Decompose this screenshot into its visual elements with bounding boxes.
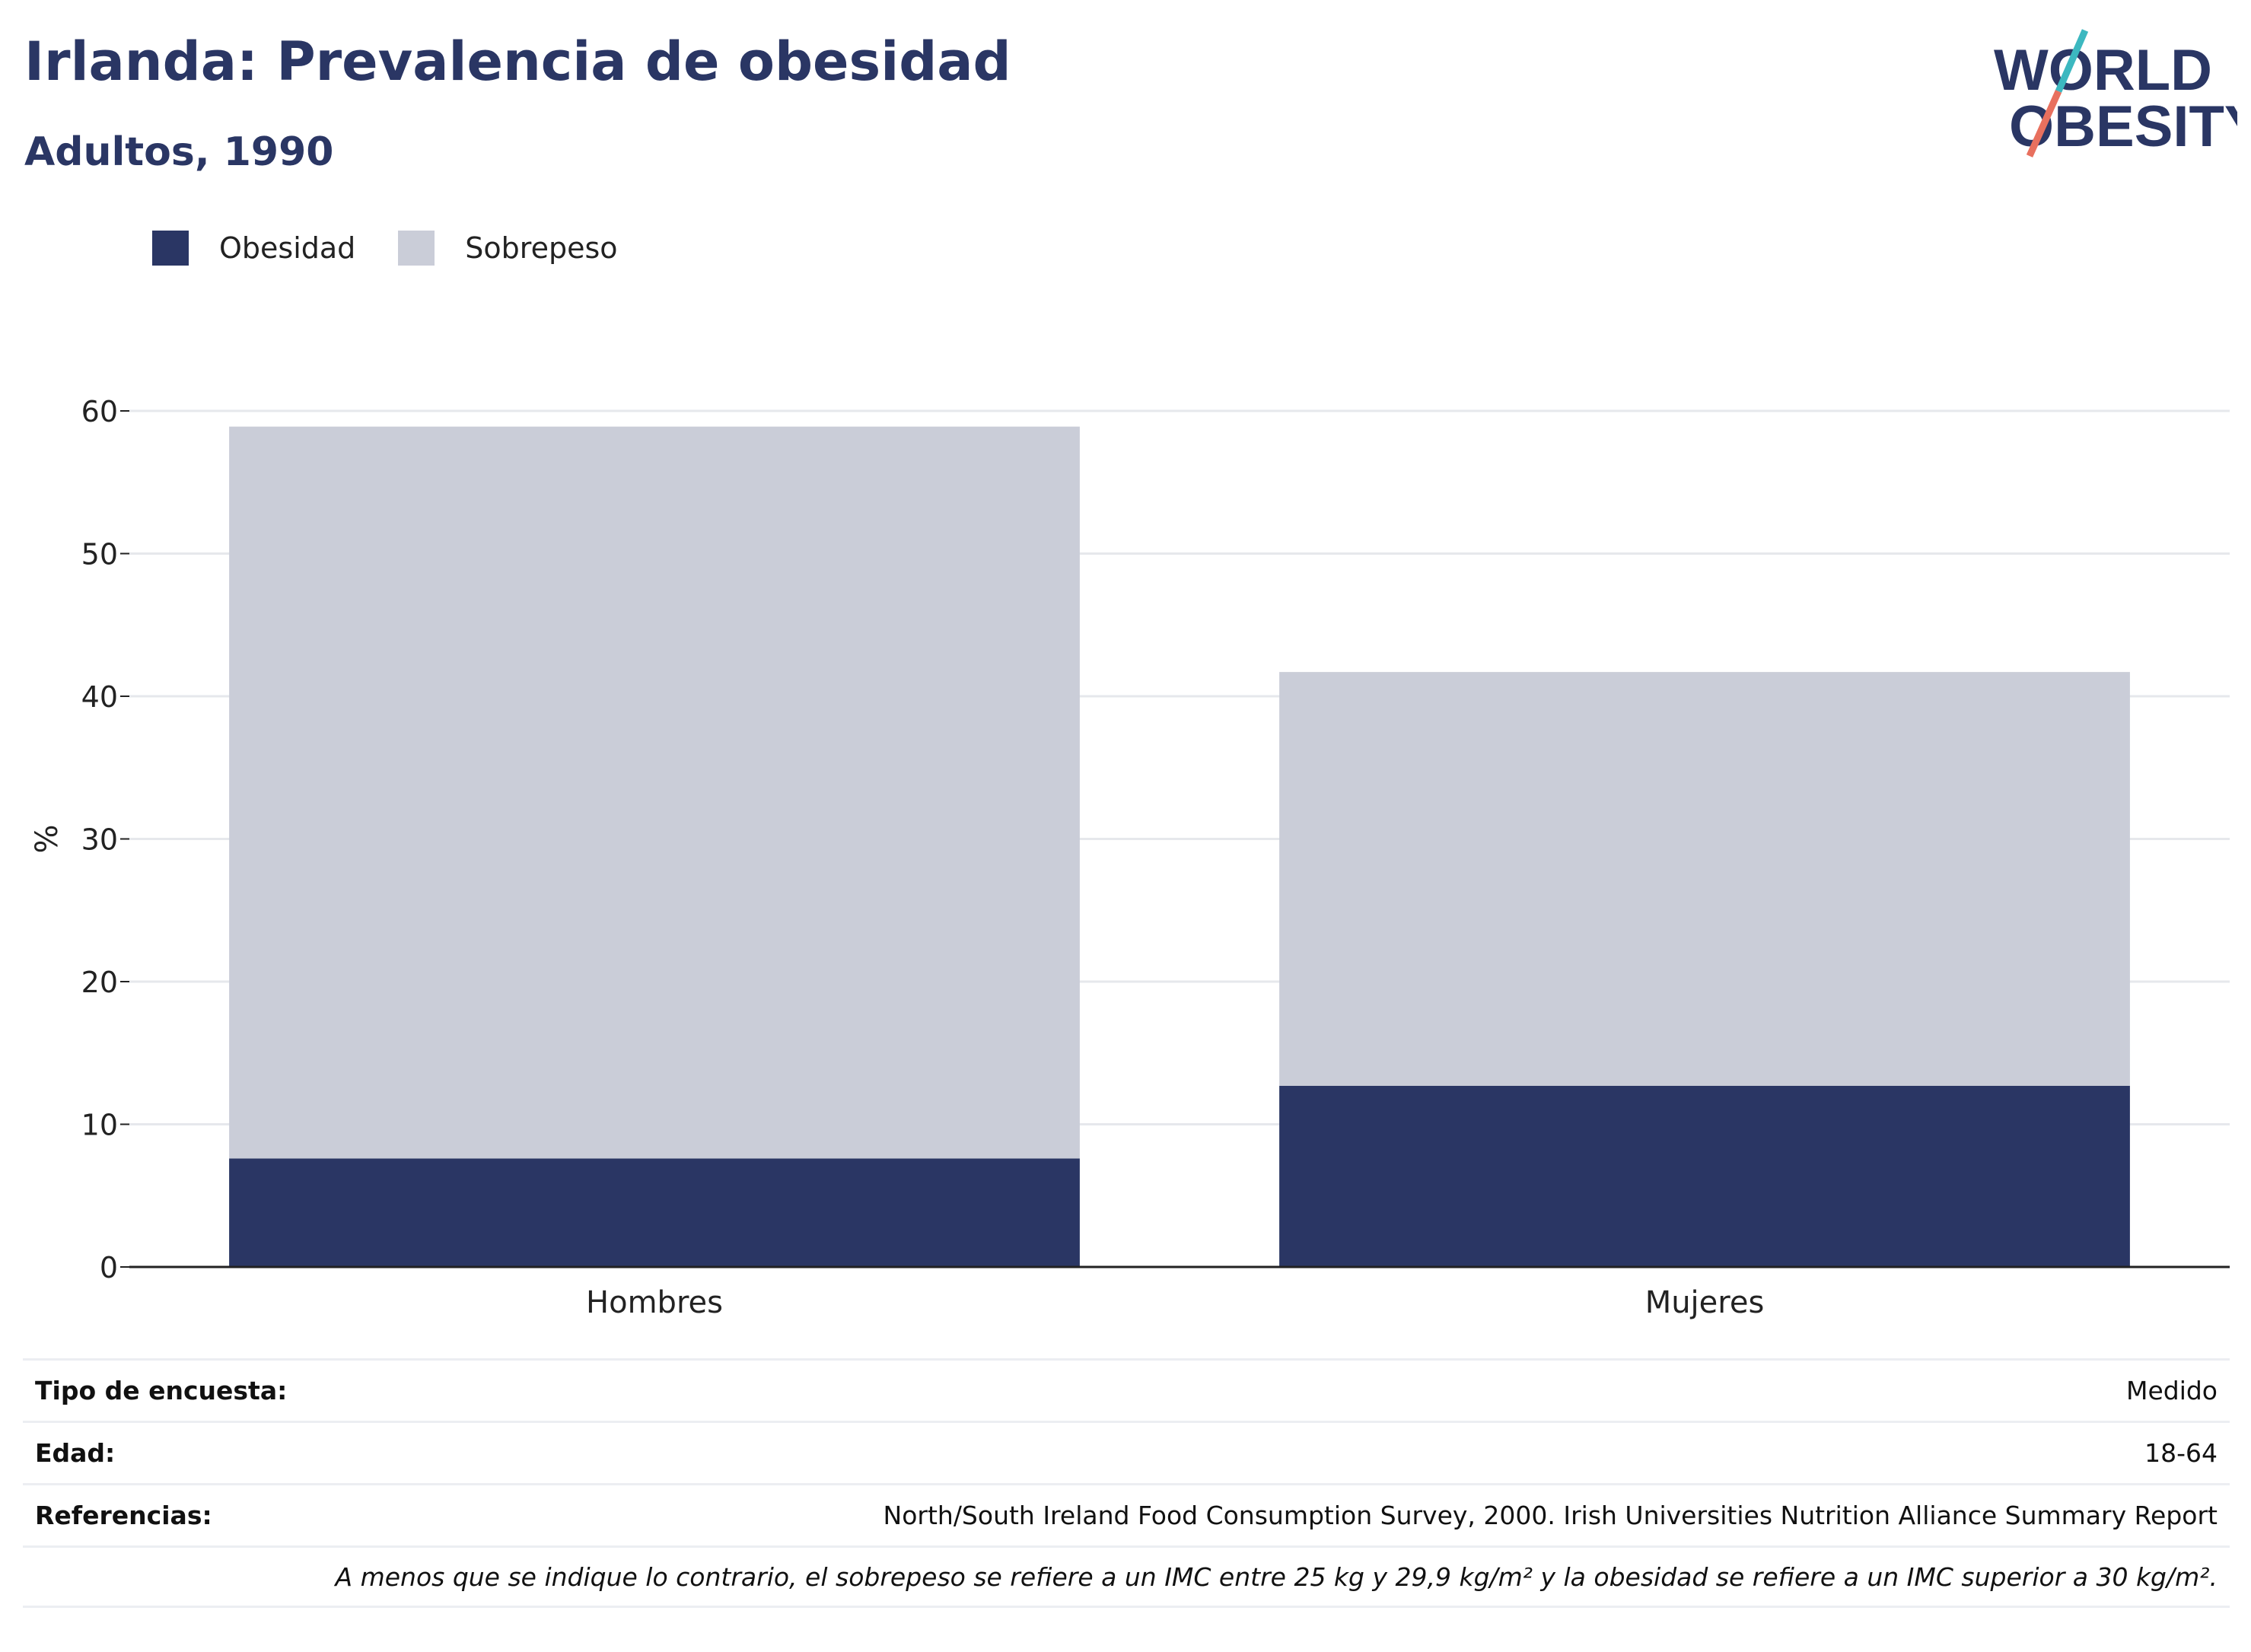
bar-overweight-hombres xyxy=(229,426,1080,1159)
definition-note: A menos que se indique lo contrario, el … xyxy=(335,1561,2218,1592)
survey-type-label: Tipo de encuesta: xyxy=(35,1376,288,1405)
legend-label-overweight: Sobrepeso xyxy=(465,231,618,265)
world-obesity-logo: WORLD OBESITY xyxy=(1994,29,2237,159)
bar-overweight-mujeres xyxy=(1279,672,2130,1086)
age-row: Edad: 18-64 xyxy=(23,1421,2230,1483)
chart-subtitle: Adultos, 1990 xyxy=(24,129,334,175)
age-label: Edad: xyxy=(35,1438,116,1468)
y-tick-label: 60 xyxy=(81,395,118,428)
survey-type-value: Medido xyxy=(2125,1376,2218,1405)
references-label: Referencias: xyxy=(35,1501,212,1530)
logo-slash-teal xyxy=(2055,29,2089,93)
chart-legend: Obesidad Sobrepeso xyxy=(152,228,661,268)
y-tick-label: 50 xyxy=(81,538,118,571)
definition-note-row: A menos que se indique lo contrario, el … xyxy=(23,1545,2230,1608)
logo-slash-coral xyxy=(2026,90,2062,158)
references-value: North/South Ireland Food Consumption Sur… xyxy=(883,1501,2218,1530)
bar-chart: 0 10 20 30 40 50 60% Hombres Mujeres xyxy=(30,395,2230,1320)
bar-obesity-mujeres xyxy=(1279,1085,2130,1267)
survey-info-table: Tipo de encuesta: Medido Edad: 18-64 Ref… xyxy=(23,1358,2230,1608)
y-tick-label: 10 xyxy=(81,1109,118,1142)
y-tick-label: 20 xyxy=(81,966,118,999)
chart-title: Irlanda: Prevalencia de obesidad xyxy=(24,30,1011,93)
x-tick-label: Hombres xyxy=(586,1285,723,1320)
references-row: Referencias: North/South Ireland Food Co… xyxy=(23,1483,2230,1545)
logo-text-obesity: OBESITY xyxy=(2009,94,2237,159)
bar-obesity-hombres xyxy=(229,1158,1080,1267)
y-tick-label: 30 xyxy=(81,823,118,857)
legend-swatch-obesity xyxy=(152,231,189,266)
legend-swatch-overweight xyxy=(398,231,435,266)
age-value: 18-64 xyxy=(2144,1438,2218,1468)
y-tick-label: 0 xyxy=(100,1251,118,1284)
y-tick-label: 40 xyxy=(81,680,118,714)
y-axis-label: % xyxy=(30,824,65,853)
x-tick-label: Mujeres xyxy=(1645,1285,1765,1320)
legend-item-overweight: Sobrepeso xyxy=(398,231,618,266)
logo-text-world: WORLD xyxy=(1994,38,2212,103)
legend-item-obesity: Obesidad xyxy=(152,231,355,266)
legend-label-obesity: Obesidad xyxy=(219,231,356,265)
survey-type-row: Tipo de encuesta: Medido xyxy=(23,1358,2230,1421)
